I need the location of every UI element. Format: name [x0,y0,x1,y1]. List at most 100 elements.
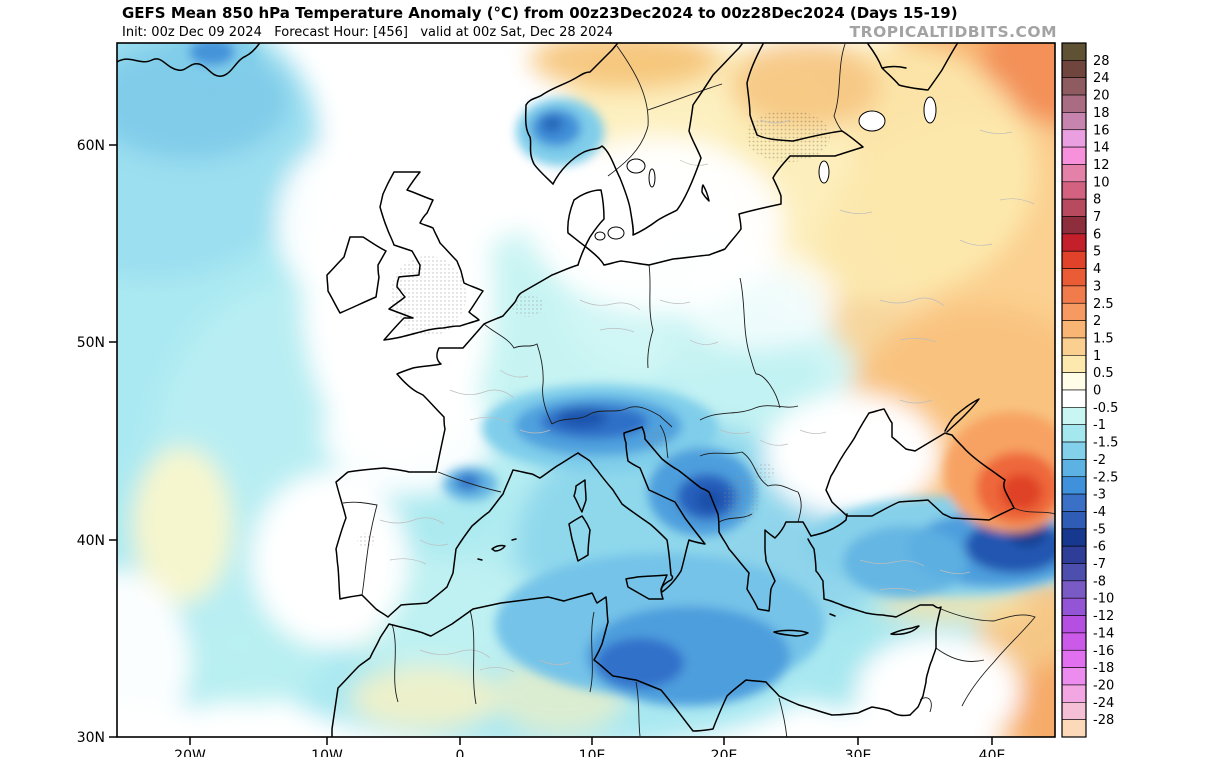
stipple-finland-lakes [746,110,830,162]
colorbar-tick-label: 7 [1093,210,1101,225]
colorbar-tick-label: -3 [1093,488,1106,503]
colorbar-tick-label: -20 [1093,678,1114,693]
coast-ireland [326,236,387,314]
lake-vattern [648,168,656,188]
colorbar-tick-label: 1.5 [1093,331,1114,346]
admin-boundaries [379,119,1035,673]
coast-corsica [573,479,587,513]
coast-cyprus [890,625,920,636]
colorbar-segment [1061,545,1087,564]
stipple-madrid [357,533,375,547]
colorbar-segment [1061,667,1087,686]
colorbar-segment [1061,285,1087,304]
coast-great-britain [379,171,484,341]
colorbar-tick-label: 12 [1093,158,1110,173]
lon-tick-label: 20E [711,748,738,757]
colorbar-tick-label: 4 [1093,262,1101,277]
colorbar-tick-label: 8 [1093,193,1101,208]
anomaly-blob [1010,661,1055,737]
colorbar-tick-label: -1.5 [1093,436,1118,451]
colorbar-segment [1061,632,1087,651]
colorbar-segment [1061,649,1087,668]
coast-italy [577,426,706,593]
anomaly-blob [117,570,190,737]
watermark-tropicaltidbits: TROPICALTIDBITS.COM [849,23,1057,41]
island-zealand [607,226,625,240]
anomaly-blob [541,115,563,133]
coast-crete [773,629,809,637]
colorbar-tick-label: -16 [1093,644,1114,659]
colorbar-segment [1061,597,1087,616]
lat-tick-label: 40N [77,533,105,549]
anomaly-blob [764,393,940,517]
colorbar-tick-label: 2 [1093,314,1101,329]
coast-jutland [567,189,605,266]
colorbar-segment [1061,615,1087,634]
colorbar-tick-label: 0.5 [1093,366,1114,381]
colorbar-segment [1061,216,1087,235]
anomaly-blob [596,638,684,688]
lon-tick-label: 40E [979,748,1006,757]
coast-iberia [335,452,579,618]
coastlines [117,43,1015,737]
coast-iceland [117,43,260,77]
colorbar-tick-label: 2.5 [1093,297,1114,312]
colorbar-tick-label: -7 [1093,557,1106,572]
colorbar-outline [1061,42,1087,738]
coast-northsea-france [396,264,579,473]
anomaly-blob [856,635,1020,737]
colorbar-segment [1061,233,1087,252]
map-subtitle: Init: 00z Dec 09 2024 Forecast Hour: [45… [122,25,613,40]
colorbar-segment [1061,337,1087,356]
coast-black-sea [825,408,1015,521]
stipple-slovenia [638,427,670,449]
coast-scandinavia-baltic [552,43,743,236]
colorbar-tick-label: -5 [1093,522,1106,537]
colorbar-tick-label: -12 [1093,609,1114,624]
colorbar-tick-label: -2.5 [1093,470,1118,485]
colorbar-segment [1061,181,1087,200]
colorbar-tick-label: -14 [1093,626,1114,641]
colorbar-segment [1061,528,1087,547]
anomaly-blob [557,408,607,428]
colorbar-segment [1061,476,1087,495]
anomaly-blob [730,43,880,130]
colorbar-segment [1061,112,1087,131]
colorbar-tick-label: -8 [1093,574,1106,589]
colorbar-segment [1061,701,1087,720]
colorbar-tick-label: 14 [1093,141,1110,156]
lon-tick-label: 30E [845,748,872,757]
coast-finland-baltics [603,43,864,266]
colorbar-tick-label: 24 [1093,71,1110,86]
anomaly-blob [455,473,481,491]
lat-tick-label: 50N [77,335,105,351]
anomaly-blob [323,370,493,494]
stipple-low-countries [512,295,544,317]
colorbar-tick-label: 10 [1093,175,1110,190]
colorbar-segment [1061,42,1087,61]
anomaly-blob [680,250,840,350]
lon-tick-label: 10E [579,748,606,757]
lon-tick-label: 0 [456,748,465,757]
coast-norway-west [524,43,618,185]
lat-tick-label: 60N [77,138,105,154]
coast-north-africa [331,592,911,737]
colorbar-tick-label: -28 [1093,713,1114,728]
anomaly-blob [189,43,235,66]
colorbar-tick-label: 1 [1093,349,1101,364]
coast-balearics [477,538,517,561]
colorbar-tick-label: -4 [1093,505,1106,520]
anomaly-blob [132,447,232,603]
colorbar-segment [1061,580,1087,599]
colorbar-segment [1061,94,1087,113]
colorbar-segment [1061,684,1087,703]
coast-rhodes [829,613,836,617]
colorbar-tick-label: 0 [1093,384,1101,399]
anomaly-blob [175,620,325,704]
lat-tick-label: 30N [77,730,105,746]
colorbar: 28 24 20 18 16 14 12 10 8 7 6 5 4 3 2.5 2 1.5 1 0.5 0 -0.5 -1… [1061,42,1118,738]
colorbar-segment [1061,511,1087,530]
colorbar-segment [1061,407,1087,426]
anomaly-blob [530,176,674,280]
